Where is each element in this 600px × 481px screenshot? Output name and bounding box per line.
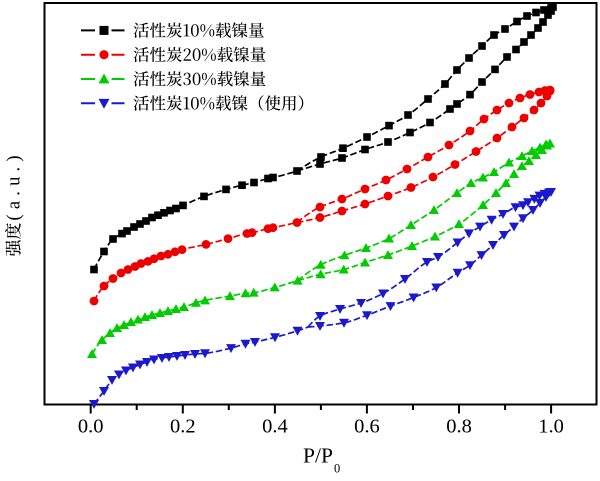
svg-text:(a.u.): (a.u.) — [5, 150, 25, 220]
svg-text:0.2: 0.2 — [170, 416, 196, 438]
svg-text:P/P: P/P — [303, 444, 333, 468]
svg-text:0.6: 0.6 — [354, 416, 380, 438]
svg-text:1.0: 1.0 — [538, 416, 564, 438]
svg-text:0.0: 0.0 — [78, 416, 104, 438]
svg-text:0: 0 — [334, 462, 340, 476]
svg-text:0.4: 0.4 — [262, 416, 288, 438]
svg-text:0.8: 0.8 — [446, 416, 472, 438]
